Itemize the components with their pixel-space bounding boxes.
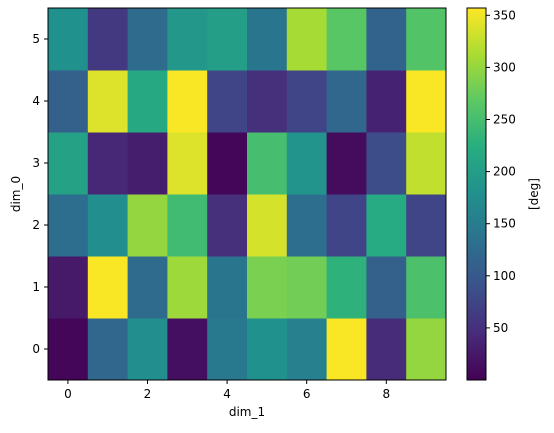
- x-tick-label: 4: [223, 387, 231, 401]
- colorbar-tick-label: 150: [493, 217, 516, 231]
- heatmap-cell: [326, 318, 367, 381]
- colorbar-label: [deg]: [527, 178, 541, 210]
- heatmap-cell: [167, 70, 208, 133]
- heatmap-cell: [48, 132, 89, 195]
- heatmap-cell: [247, 194, 288, 257]
- heatmap-cell: [127, 194, 168, 257]
- x-axis-label: dim_1: [229, 405, 265, 419]
- heatmap-cell: [286, 70, 328, 133]
- heatmap-cell: [247, 8, 288, 71]
- heatmap-cell: [286, 8, 328, 71]
- heatmap-cell: [286, 318, 328, 381]
- heatmap-cell: [87, 70, 129, 133]
- plot-frame: [47, 7, 447, 381]
- heatmap-cell: [207, 256, 248, 319]
- y-tick-label: 5: [32, 32, 40, 46]
- heatmap-cell: [207, 194, 248, 257]
- heatmap-cell: [406, 8, 447, 71]
- heatmap-cell: [127, 256, 168, 319]
- colorbar-tick-label: 350: [493, 8, 516, 22]
- y-axis-label: dim_0: [9, 176, 23, 212]
- heatmap-cell: [48, 70, 89, 133]
- heatmap-cell: [247, 132, 288, 195]
- heatmap-cell: [366, 194, 407, 257]
- x-tick-label: 8: [382, 387, 390, 401]
- heatmap-cell: [87, 132, 129, 195]
- heatmap-cells: [48, 8, 447, 381]
- heatmap-cell: [127, 318, 168, 381]
- heatmap-cell: [406, 318, 447, 381]
- heatmap-cell: [48, 256, 89, 319]
- x-tick-label: 6: [303, 387, 311, 401]
- heatmap-cell: [207, 132, 248, 195]
- heatmap-cell: [366, 132, 407, 195]
- heatmap-cell: [48, 318, 89, 381]
- y-tick-label: 2: [32, 218, 40, 232]
- heatmap-cell: [87, 256, 129, 319]
- heatmap-cell: [366, 8, 407, 71]
- x-tick-label: 0: [64, 387, 72, 401]
- heatmap-cell: [366, 256, 407, 319]
- colorbar-tick-label: 250: [493, 112, 516, 126]
- heatmap-cell: [326, 194, 367, 257]
- heatmap-cell: [326, 70, 367, 133]
- heatmap-cell: [326, 256, 367, 319]
- y-tick-label: 4: [32, 94, 40, 108]
- heatmap-cell: [87, 8, 129, 71]
- heatmap-cell: [207, 318, 248, 381]
- heatmap-cell: [406, 194, 447, 257]
- heatmap-cell: [87, 318, 129, 381]
- heatmap-cell: [406, 132, 447, 195]
- heatmap-cell: [247, 70, 288, 133]
- heatmap-cell: [87, 194, 129, 257]
- heatmap-cell: [127, 132, 168, 195]
- heatmap-cell: [366, 318, 407, 381]
- y-axis: 0 1 2 3 4 5: [32, 32, 48, 356]
- heatmap-cell: [167, 194, 208, 257]
- heatmap-cell: [127, 70, 168, 133]
- heatmap-cell: [48, 8, 89, 71]
- heatmap-cell: [366, 70, 407, 133]
- y-tick-label: 1: [32, 280, 40, 294]
- heatmap-cell: [406, 256, 447, 319]
- colorbar-tick-label: 50: [493, 321, 508, 335]
- heatmap-cell: [127, 8, 168, 71]
- heatmap-cell: [167, 8, 208, 71]
- colorbar-tick-label: 300: [493, 60, 516, 74]
- heatmap-cell: [286, 132, 328, 195]
- heatmap-cell: [207, 70, 248, 133]
- heatmap-cell: [48, 194, 89, 257]
- heatmap-cell: [286, 256, 328, 319]
- x-axis: 0 2 4 6 8: [64, 380, 390, 401]
- colorbar-tick-label: 100: [493, 269, 516, 283]
- heatmap-cell: [247, 318, 288, 381]
- y-tick-label: 0: [32, 342, 40, 356]
- heatmap-cell: [286, 194, 328, 257]
- colorbar-tick-label: 200: [493, 165, 516, 179]
- x-tick-label: 2: [144, 387, 152, 401]
- colorbar: [466, 7, 487, 381]
- heatmap-cell: [167, 318, 208, 381]
- y-tick-label: 3: [32, 156, 40, 170]
- heatmap-cell: [207, 8, 248, 71]
- heatmap-cell: [167, 256, 208, 319]
- heatmap-cell: [326, 132, 367, 195]
- heatmap-cell: [406, 70, 447, 133]
- heatmap-cell: [326, 8, 367, 71]
- heatmap-cell: [247, 256, 288, 319]
- colorbar-axis: 50 100 150 200 250 300 350: [486, 8, 516, 335]
- heatmap-cell: [167, 132, 208, 195]
